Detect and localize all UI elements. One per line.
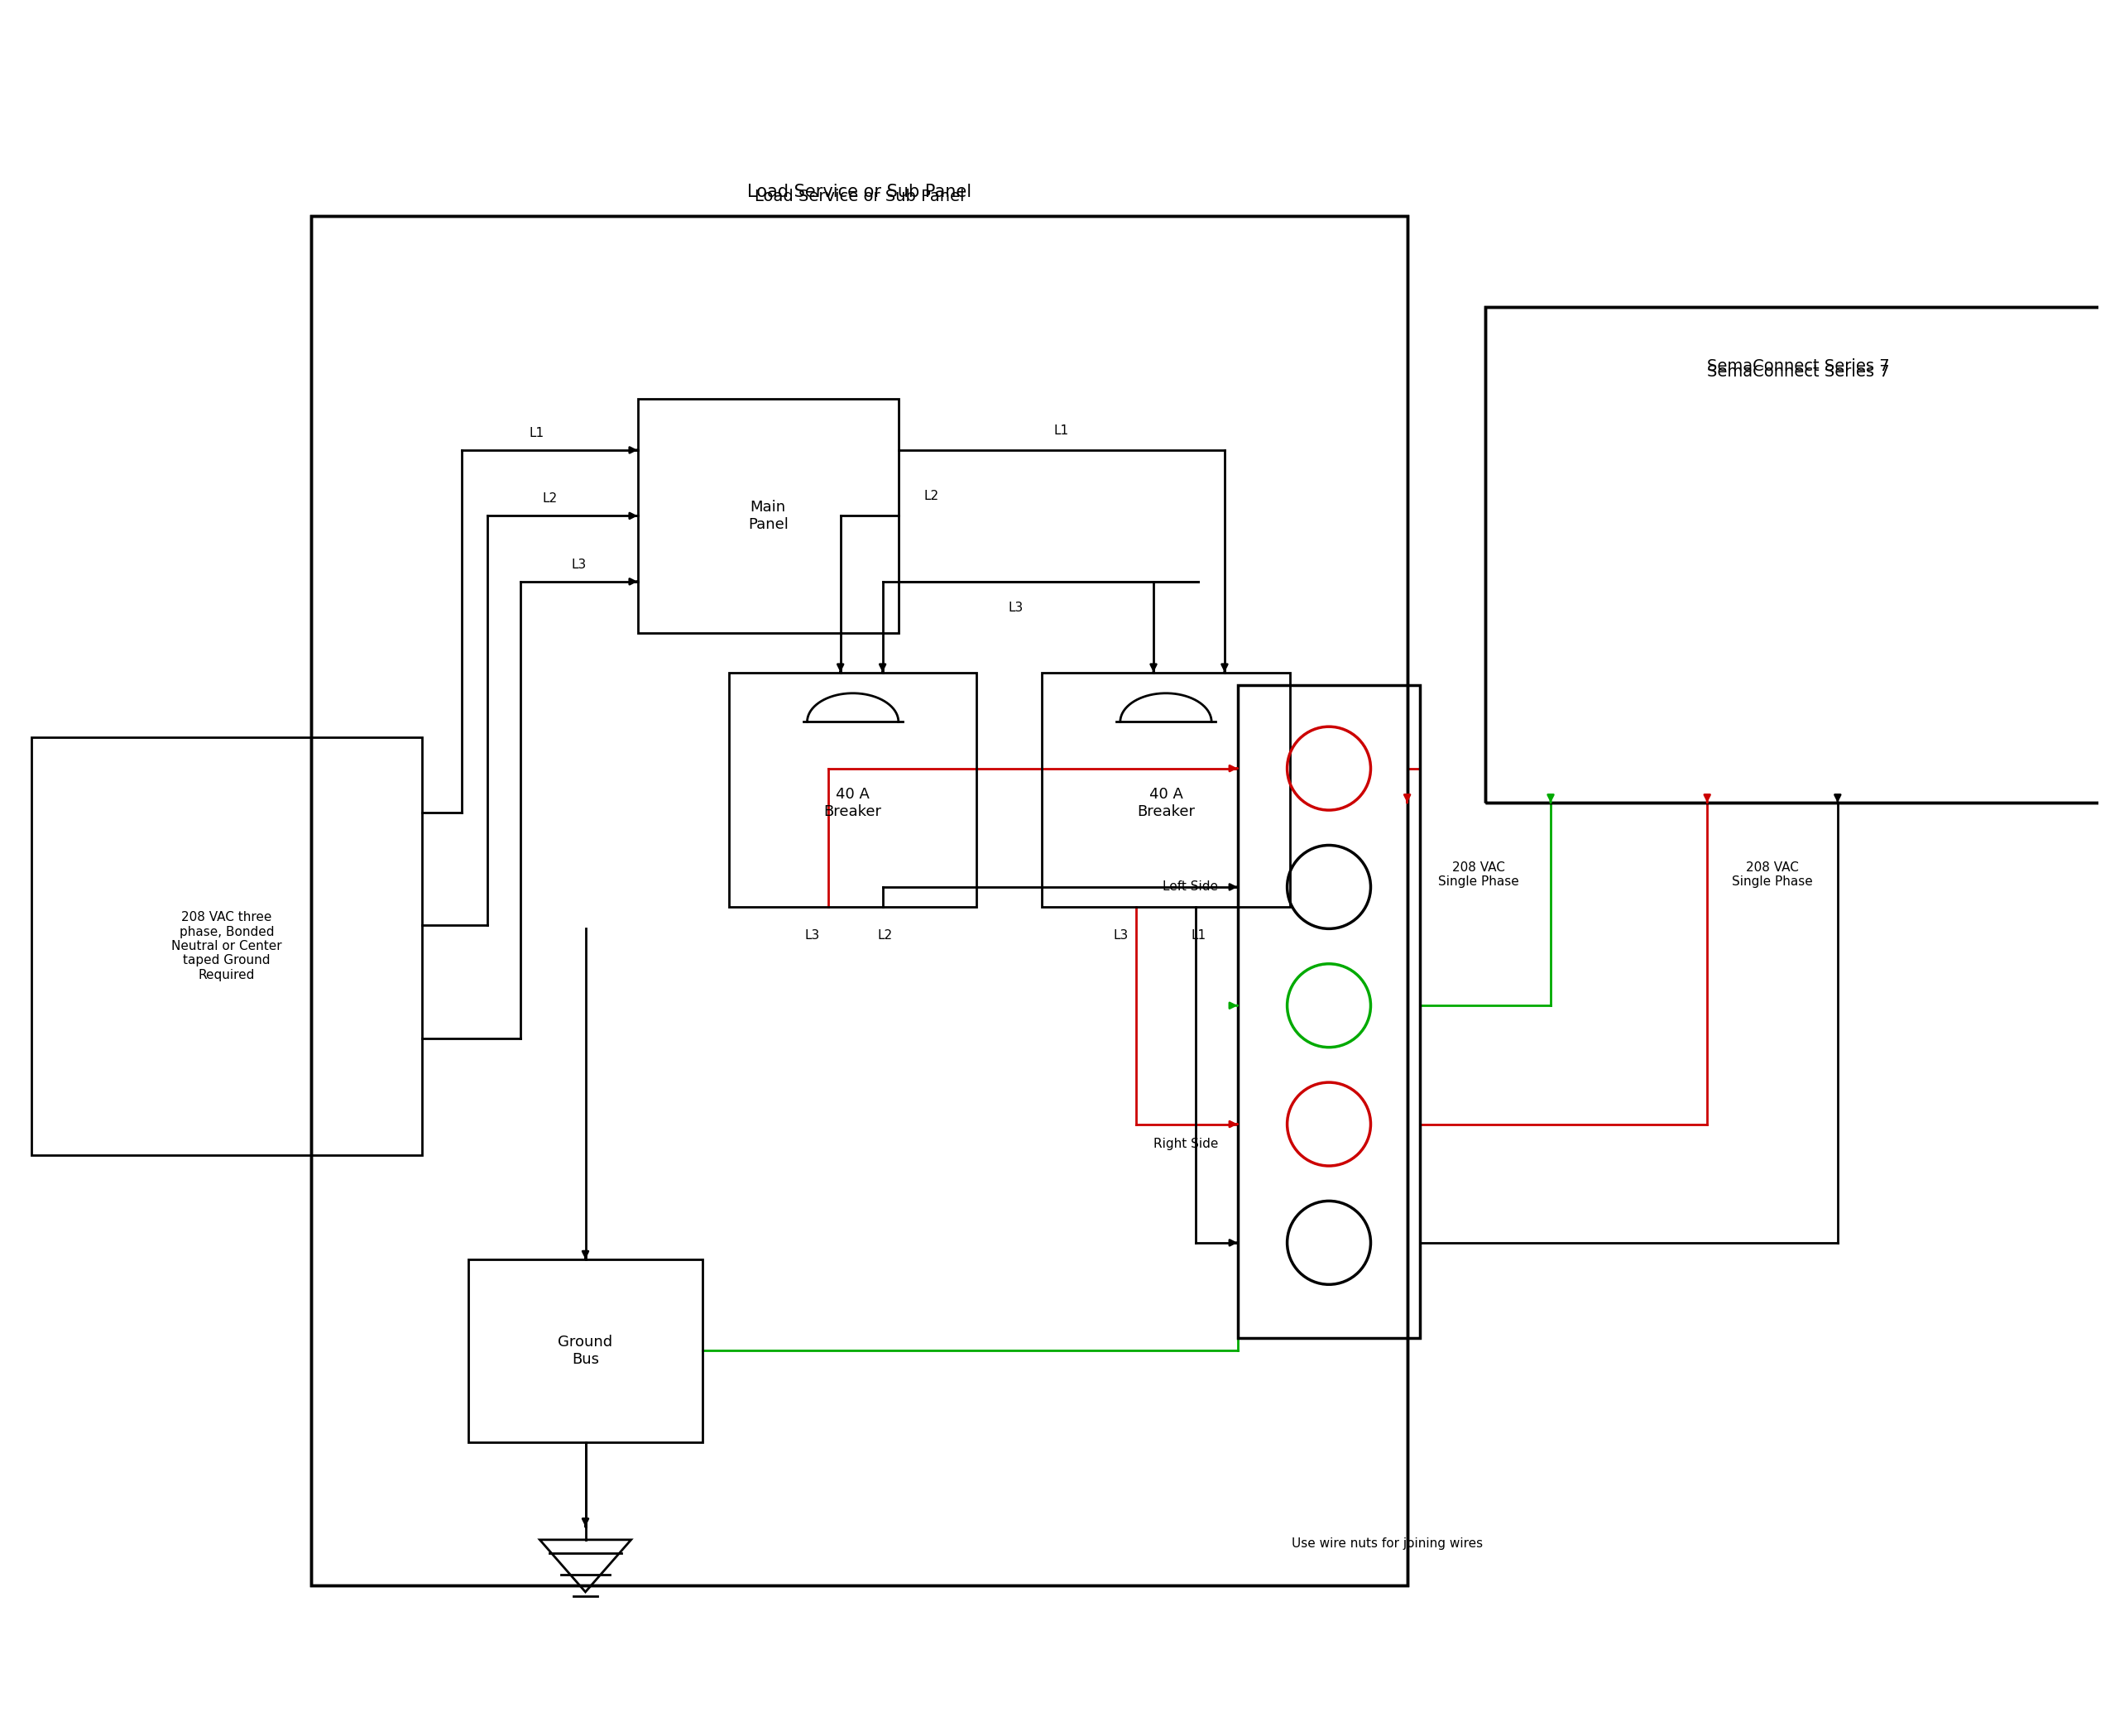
Text: L3: L3 (1112, 929, 1129, 943)
Text: Left Side: Left Side (1163, 880, 1217, 894)
Text: Main
Panel: Main Panel (747, 500, 789, 531)
Text: L1: L1 (530, 427, 544, 439)
Bar (312, 215, 1407, 1585)
Text: 208 VAC
Single Phase: 208 VAC Single Phase (1732, 861, 1812, 887)
Text: SemaConnect Series 7: SemaConnect Series 7 (1707, 365, 1891, 380)
Text: L3: L3 (572, 559, 587, 571)
Bar (1485, 307, 2110, 802)
Text: L2: L2 (542, 493, 557, 505)
Bar (312, 215, 1407, 1585)
Bar (32, 738, 422, 1154)
Text: L1: L1 (1190, 929, 1205, 943)
Text: 208 VAC
Single Phase: 208 VAC Single Phase (1439, 861, 1519, 887)
Text: Use wire nuts for joining wires: Use wire nuts for joining wires (1291, 1538, 1483, 1550)
Text: Load Service or Sub Panel: Load Service or Sub Panel (747, 184, 971, 201)
Text: SemaConnect Series 7: SemaConnect Series 7 (1707, 358, 1891, 373)
Text: Right Side: Right Side (1154, 1137, 1217, 1149)
Text: L3: L3 (1009, 601, 1023, 615)
Text: L2: L2 (878, 929, 893, 943)
Bar (728, 672, 977, 908)
Text: L2: L2 (924, 490, 939, 502)
Bar (1485, 307, 2110, 802)
Text: Load Service or Sub Panel: Load Service or Sub Panel (755, 189, 964, 205)
Bar (637, 399, 899, 634)
Bar (1042, 672, 1289, 908)
Text: L3: L3 (804, 929, 821, 943)
Bar (468, 1259, 703, 1443)
Bar (1239, 686, 1420, 1337)
Text: 208 VAC three
phase, Bonded
Neutral or Center
taped Ground
Required: 208 VAC three phase, Bonded Neutral or C… (171, 911, 283, 981)
Text: 40 A
Breaker: 40 A Breaker (1137, 786, 1194, 819)
Text: L1: L1 (1055, 424, 1070, 437)
Text: Ground
Bus: Ground Bus (557, 1335, 612, 1366)
Text: 40 A
Breaker: 40 A Breaker (823, 786, 882, 819)
